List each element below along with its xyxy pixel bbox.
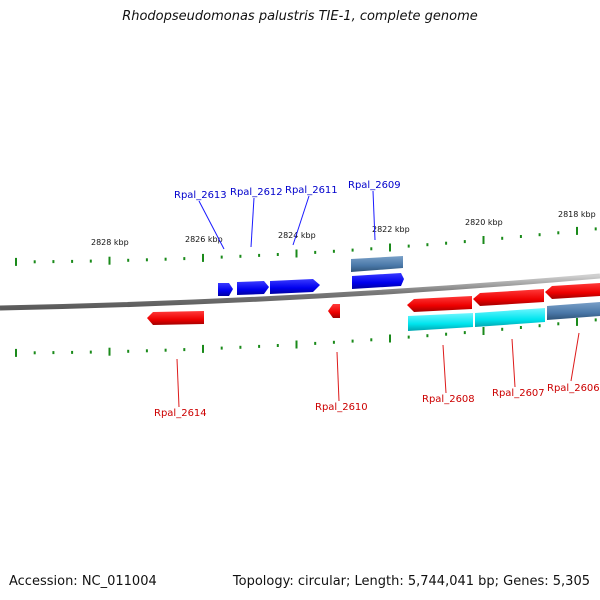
scale-label-2822: 2822 kbp — [372, 225, 410, 234]
gene-label-rpal-2607[interactable]: Rpal_2607 — [492, 388, 545, 399]
genome-stats-text: Topology: circular; Length: 5,744,041 bp… — [232, 574, 590, 589]
leader-rpal-2611 — [292, 195, 310, 246]
reverse-genes — [147, 283, 600, 331]
leader-rpal-2612 — [250, 197, 255, 248]
forward-gene-labels: Rpal_2613 Rpal_2612 Rpal_2611 Rpal_2609 — [174, 180, 401, 201]
gene-label-rpal-2608[interactable]: Rpal_2608 — [422, 394, 475, 405]
gene-block-rpal-2606-steel[interactable] — [547, 302, 600, 320]
gene-arrow-rpal-2607[interactable] — [473, 289, 544, 306]
leader-rpal-2607 — [511, 338, 516, 388]
scale-ticks-top — [15, 226, 597, 266]
gene-label-rpal-2606[interactable]: Rpal_2606 — [547, 383, 600, 394]
forward-genes — [218, 256, 404, 296]
gene-arrow-rpal-2606[interactable] — [545, 283, 600, 299]
gene-arrow-rpal-2609[interactable] — [352, 273, 404, 289]
scale-label-2828: 2828 kbp — [91, 238, 129, 247]
forward-leaders — [198, 190, 376, 250]
gene-label-rpal-2613[interactable]: Rpal_2613 — [174, 190, 227, 201]
gene-arrow-rpal-2611[interactable] — [270, 279, 320, 294]
leader-rpal-2610 — [336, 351, 340, 402]
gene-label-rpal-2611[interactable]: Rpal_2611 — [285, 185, 338, 196]
reverse-leaders — [176, 332, 580, 408]
gene-label-rpal-2609[interactable]: Rpal_2609 — [348, 180, 401, 191]
gene-arrow-rpal-2608[interactable] — [407, 296, 472, 312]
leader-rpal-2608 — [442, 344, 447, 394]
gene-block-rpal-2607-cyan[interactable] — [475, 308, 545, 327]
gene-arrow-rpal-2614[interactable] — [147, 311, 204, 325]
leader-rpal-2609 — [372, 190, 376, 241]
genome-backbone — [0, 273, 600, 311]
gene-arrow-rpal-2610[interactable] — [328, 304, 340, 318]
scale-label-2818: 2818 kbp — [558, 210, 596, 219]
leader-rpal-2606 — [570, 332, 580, 382]
gene-label-rpal-2612[interactable]: Rpal_2612 — [230, 187, 283, 198]
gene-label-rpal-2614[interactable]: Rpal_2614 — [154, 408, 207, 419]
gene-arrow-rpal-2612[interactable] — [237, 281, 269, 295]
scale-label-2826: 2826 kbp — [185, 235, 223, 244]
reverse-gene-labels: Rpal_2614 Rpal_2610 Rpal_2608 Rpal_2607 … — [154, 383, 600, 419]
scale-label-2820: 2820 kbp — [465, 218, 503, 227]
gene-block-rpal-2609-steel[interactable] — [351, 256, 403, 272]
leader-rpal-2614 — [176, 358, 180, 408]
scale-label-2824: 2824 kbp — [278, 231, 316, 240]
gene-block-rpal-2608-cyan[interactable] — [408, 313, 473, 331]
leader-rpal-2613 — [198, 200, 225, 250]
scale-labels: 2828 kbp 2826 kbp 2824 kbp 2822 kbp 2820… — [91, 210, 596, 247]
accession-text: Accession: NC_011004 — [9, 574, 157, 589]
gene-label-rpal-2610[interactable]: Rpal_2610 — [315, 402, 368, 413]
genome-title: Rhodopseudomonas palustris TIE-1, comple… — [122, 9, 478, 24]
gene-arrow-rpal-2613[interactable] — [218, 283, 233, 296]
scale-ticks-bottom — [15, 317, 597, 357]
